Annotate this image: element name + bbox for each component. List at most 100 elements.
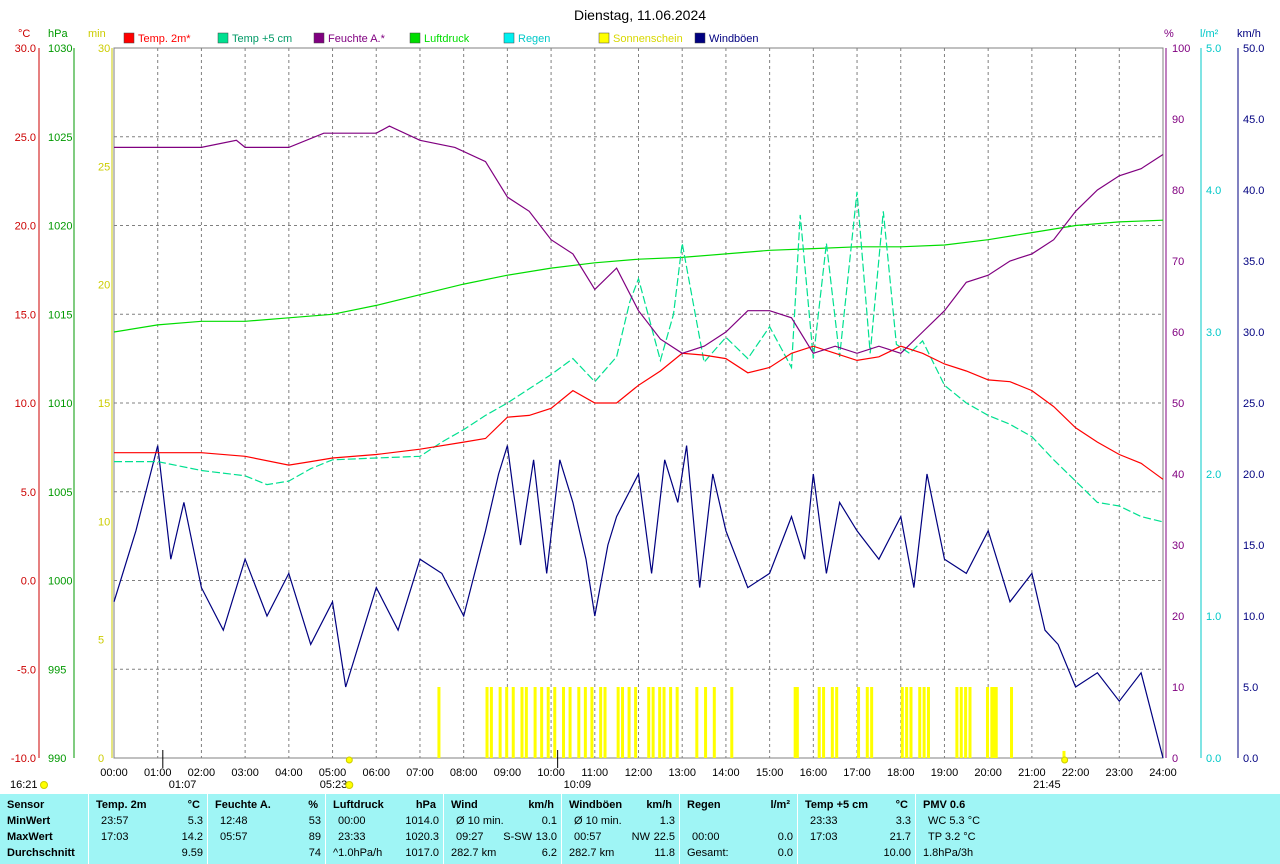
sunshine-bars <box>437 687 1066 758</box>
chart-title: Dienstag, 11.06.2024 <box>574 7 706 23</box>
sunshine-bar <box>817 687 821 758</box>
axis-tick-label: 50 <box>1172 398 1184 410</box>
sunshine-bar <box>992 687 996 758</box>
x-tick-label: 19:00 <box>931 767 959 779</box>
sunshine-bar <box>922 687 926 758</box>
sunshine-bar <box>599 687 603 758</box>
time-marker: 05:23 <box>320 779 348 791</box>
stats-max-value: 22.5 <box>653 831 675 843</box>
legend-swatch <box>694 32 706 44</box>
grid <box>113 47 1164 759</box>
axis-tick-label: 2.0 <box>1206 469 1221 481</box>
x-tick-label: 10:00 <box>537 767 565 779</box>
axis-tick-label: 25.0 <box>15 132 36 144</box>
stats-avg-row: 282.7 km 11.8 <box>562 845 680 861</box>
stats-max-direction: S-SW <box>503 831 532 843</box>
sunshine-bar <box>905 687 909 758</box>
stats-avg-row: Gesamt: 0.0 <box>680 845 798 861</box>
time-marker: 21:45 <box>1033 779 1061 791</box>
sunshine-bar <box>568 687 572 758</box>
sunshine-bar <box>704 687 708 758</box>
sunshine-bar <box>498 687 502 758</box>
sunshine-bar <box>712 687 716 758</box>
stats-min-value: 5.3 <box>187 815 203 827</box>
axis-tick-label: 5 <box>98 635 104 647</box>
axis-tick-label: 90 <box>1172 114 1184 126</box>
stats-min-row: Ø 10 min. 0.1 <box>444 813 562 829</box>
stats-max-time: TP 3.2 °C <box>928 831 976 843</box>
axis-tick-label: 15 <box>98 398 110 410</box>
sunshine-bar <box>524 687 528 758</box>
sunshine-bar <box>857 687 861 758</box>
stats-block-title: Feuchte A. <box>215 799 271 811</box>
sunshine-bar <box>603 687 607 758</box>
x-tick-label: 08:00 <box>450 767 478 779</box>
x-tick-label: 21:00 <box>1018 767 1046 779</box>
axis-tick-label: 20 <box>1172 611 1184 623</box>
sunshine-bar <box>926 687 930 758</box>
axis-tick-label: 10 <box>1172 682 1184 694</box>
stats-min-value: 1.3 <box>659 815 675 827</box>
stats-min-row: Ø 10 min. 1.3 <box>562 813 680 829</box>
axis-tick-label: 20 <box>98 280 110 292</box>
stats-max-value: 0.0 <box>777 831 793 843</box>
stats-block: Feuchte A.% 12:48 53 05:57 89 74 <box>207 794 326 864</box>
sunshine-bar <box>546 687 550 758</box>
x-tick-label: 12:00 <box>625 767 653 779</box>
legend-swatch <box>409 32 421 44</box>
stats-max-direction: NW <box>631 831 650 843</box>
stats-avg-row: 9.59 <box>89 845 208 861</box>
stats-min-time: 12:48 <box>220 815 248 827</box>
x-tick-label: 20:00 <box>974 767 1002 779</box>
stats-block-unit: °C <box>895 799 908 811</box>
x-tick-label: 22:00 <box>1062 767 1090 779</box>
axis-tick-label: 5.0 <box>1243 682 1258 694</box>
axis-tick-label: 1000 <box>48 576 72 588</box>
x-tick-label: 03:00 <box>231 767 259 779</box>
x-tick-label: 09:00 <box>494 767 522 779</box>
stats-label: MaxWert <box>7 831 53 843</box>
axis-tick-label: 995 <box>48 664 66 676</box>
stats-label-column: Sensor MinWert MaxWert Durchschnitt <box>0 794 88 864</box>
x-tick-label: 18:00 <box>887 767 915 779</box>
time-marker: 10:09 <box>564 779 592 791</box>
axis-tick-label: 40 <box>1172 469 1184 481</box>
stats-block-title: Temp +5 cm <box>805 799 869 811</box>
x-tick-label: 00:00 <box>100 767 128 779</box>
stats-avg-value: 10.00 <box>883 847 911 859</box>
sunshine-bar <box>669 687 673 758</box>
stats-min-value: 53 <box>308 815 321 827</box>
stats-avg-row: 74 <box>208 845 326 861</box>
stats-min-value: 0.1 <box>541 815 557 827</box>
axis-tick-label: 5.0 <box>1206 43 1221 55</box>
x-tick-label: 04:00 <box>275 767 303 779</box>
axis-tick-label: 10.0 <box>15 398 36 410</box>
stats-avg-row: 282.7 km 6.2 <box>444 845 562 861</box>
sunshine-bar <box>590 687 594 758</box>
time-marker: 01:07 <box>169 779 197 791</box>
sunshine-bar <box>964 687 968 758</box>
legend-label: Windböen <box>709 33 759 45</box>
stats-block-unit: km/h <box>646 799 672 811</box>
stats-block-title: Windböen <box>569 799 623 811</box>
sun-icon <box>1061 756 1069 764</box>
sunshine-bar <box>870 687 874 758</box>
series-line <box>113 219 1164 333</box>
stats-max-time: 09:27 <box>456 831 484 843</box>
axis-tick-label: 35.0 <box>1243 256 1264 268</box>
sunshine-bar <box>540 687 544 758</box>
sunshine-bar <box>651 687 655 758</box>
statistics-panel: Sensor MinWert MaxWert Durchschnitt Temp. 2m… <box>0 794 1280 864</box>
x-tick-label: 02:00 <box>188 767 216 779</box>
stats-min-value: 1014.0 <box>405 815 439 827</box>
series-lines <box>113 125 1164 759</box>
sunshine-bar <box>959 687 963 758</box>
stats-min-time: 23:57 <box>101 815 129 827</box>
stats-label: MinWert <box>7 815 51 827</box>
series-line <box>114 345 1164 480</box>
sunshine-bar <box>990 687 994 758</box>
axis-tick-label: 30 <box>98 43 110 55</box>
stats-block: Wind km/h Ø 10 min. 0.1 09:27 S-SW 13.0 282.7 k… <box>443 794 562 864</box>
axis-tick-label: 20.0 <box>15 221 36 233</box>
axis-unit: hPa <box>48 28 68 40</box>
